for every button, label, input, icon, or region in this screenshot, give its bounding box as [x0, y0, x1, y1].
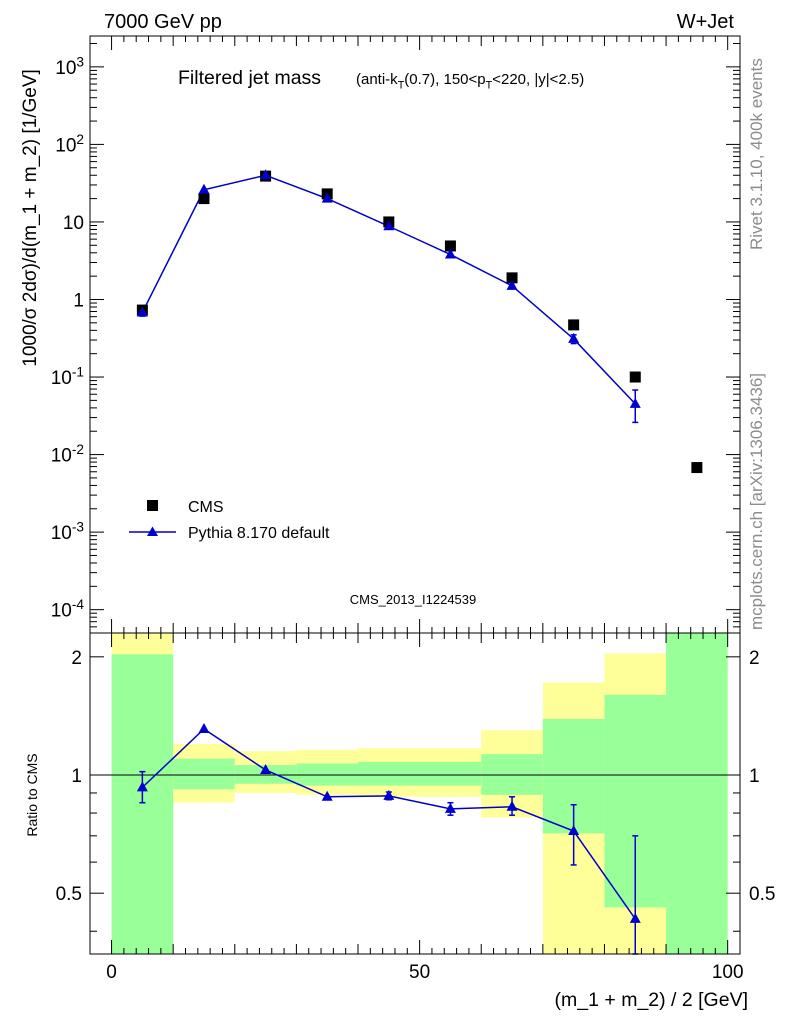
ratio-pythia-point — [260, 763, 272, 774]
pythia-point — [383, 220, 395, 231]
cms-data-point — [444, 240, 456, 252]
ratio-band-green — [111, 654, 174, 954]
cms-data-point — [568, 319, 580, 331]
ratio-y-tick-label-right: 0.5 — [749, 884, 775, 905]
ratio-x-tick-label: 100 — [712, 962, 744, 983]
pythia-point — [568, 332, 580, 343]
pythia-line — [141, 174, 636, 405]
analysis-watermark: CMS_2013_I1224539 — [350, 592, 477, 607]
ratio-plot-frame — [89, 632, 741, 955]
legend-cms-marker — [147, 500, 158, 511]
ratio-y-tick-label: 0.5 — [56, 884, 82, 905]
ratio-band-green — [173, 758, 235, 790]
ratio-pythia-point — [568, 825, 580, 836]
chart-title: Filtered jet mass — [178, 67, 321, 89]
main-y-tick-label: 10-3​ — [51, 520, 84, 545]
ratio-band-green — [234, 765, 297, 784]
cms-data-point — [691, 462, 703, 474]
main-plot-frame — [89, 35, 741, 634]
ratio-y-tick-label: 2 — [71, 648, 82, 669]
main-y-axis-label: 1000/σ 2dσ)/d(m_1 + m_2) [1/GeV] — [20, 69, 41, 367]
pythia-point — [506, 279, 518, 290]
ratio-band-green — [666, 633, 728, 954]
legend-cms-label: CMS — [188, 499, 224, 516]
cms-data-point — [198, 193, 210, 205]
ratio-pythia-point — [383, 789, 395, 800]
ratio-y-axis-label: Ratio to CMS — [24, 753, 40, 836]
legend-pythia-marker — [147, 526, 158, 536]
ratio-pythia-point — [444, 802, 456, 813]
cms-data-point — [506, 272, 518, 284]
main-y-tick-label: 103​ — [55, 54, 84, 79]
ratio-y-tick-label-right: 2 — [749, 648, 760, 669]
main-y-tick-label: 10-2​ — [51, 442, 84, 467]
main-plot-panel: 10-4​ 10-3​ 10-2​ 10-1​ 1 10 102​ 103​ Filtered… — [20, 35, 741, 634]
cms-data-point — [629, 371, 641, 383]
ratio-pythia-point — [136, 781, 148, 792]
legend-pythia-label: Pythia 8.170 default — [188, 525, 330, 542]
ratio-pythia-point — [321, 790, 333, 801]
pythia-point — [629, 397, 641, 408]
x-axis-label: (m_1 + m_2) / 2 [GeV] — [555, 989, 748, 1011]
chart-subtitle: (anti-kT​(0.7), 150<pT​<220, |y|<2.5) — [356, 71, 584, 92]
ratio-band-green — [358, 761, 482, 786]
main-y-tick-label: 10-4​ — [51, 597, 85, 622]
ratio-plot-panel: 0.5 0.5 1 1 2 2 0 50 100 Ratio to CMS (m_1 + m_… — [24, 632, 775, 1011]
pythia-point — [198, 183, 210, 194]
main-y-tick-label: 1 — [73, 290, 84, 311]
pythia-point — [444, 248, 456, 259]
main-y-tick-label: 102​ — [55, 132, 84, 157]
header-right: W+Jet — [677, 11, 735, 33]
ratio-x-tick-label: 50 — [409, 962, 430, 983]
side-text-mcplots: mcplots.cern.ch [arXiv:1306.3436] — [747, 373, 766, 630]
pythia-point — [136, 306, 148, 317]
ratio-pythia-point — [506, 800, 518, 811]
legend: CMS Pythia 8.170 default — [129, 499, 330, 542]
ratio-y-tick-label-right: 1 — [749, 766, 760, 787]
side-text-rivet: Rivet 3.1.10, 400k events — [747, 58, 766, 250]
header-left: 7000 GeV pp — [104, 11, 222, 33]
ratio-x-tick-label: 0 — [106, 962, 117, 983]
ratio-pythia-point — [198, 722, 210, 733]
main-y-tick-label: 10 — [63, 213, 84, 234]
ratio-pythia-point — [629, 912, 641, 923]
pythia-point — [260, 169, 272, 180]
pythia-point — [321, 192, 333, 203]
ratio-y-tick-label: 1 — [71, 766, 82, 787]
main-y-tick-label: 10-1​ — [51, 364, 84, 389]
